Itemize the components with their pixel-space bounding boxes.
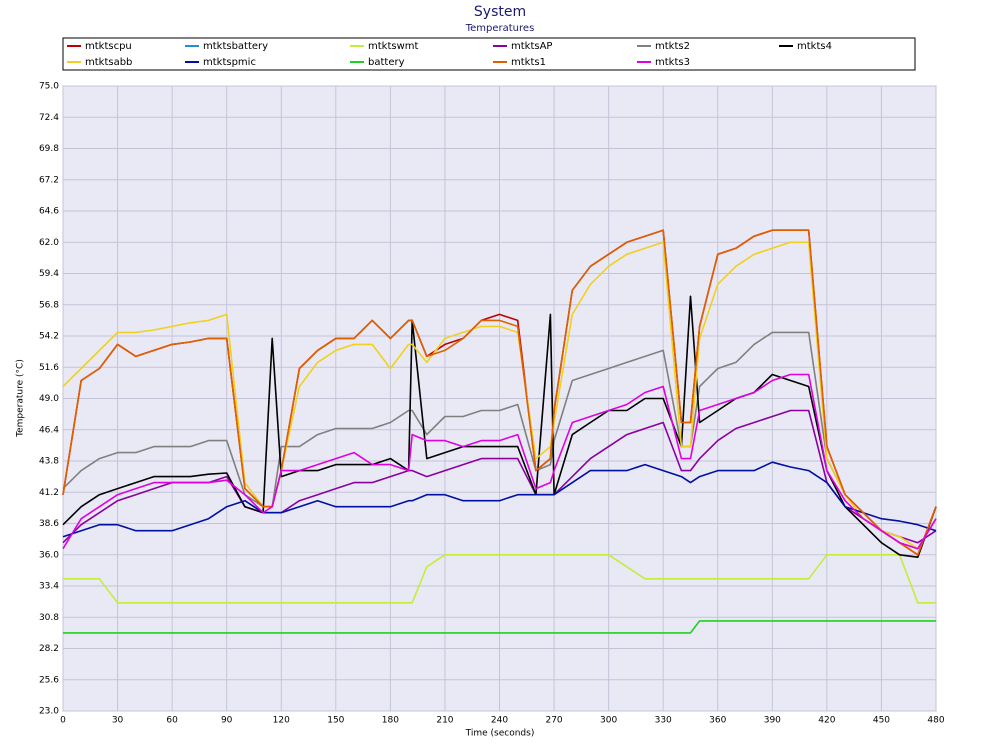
y-tick-label: 54.2 — [39, 332, 59, 342]
y-tick-label: 25.6 — [39, 675, 59, 685]
series-line — [62, 229, 937, 556]
y-tick-label: 62.0 — [39, 238, 59, 248]
y-tick-label: 46.4 — [39, 425, 59, 435]
y-tick-label: 51.6 — [39, 363, 59, 373]
x-tick-label: 300 — [600, 716, 617, 726]
x-tick-label: 330 — [655, 716, 672, 726]
y-tick-label: 23.0 — [39, 707, 59, 717]
y-tick-label: 38.6 — [39, 519, 59, 529]
x-tick-label: 180 — [382, 716, 399, 726]
chart-subtitle: Temperatures — [465, 23, 535, 34]
series-line — [62, 331, 937, 550]
y-tick-label: 28.2 — [39, 644, 59, 654]
series-line — [63, 620, 936, 634]
y-tick-label: 56.8 — [39, 300, 59, 310]
x-tick-label: 120 — [273, 716, 290, 726]
legend-label: mtkts3 — [655, 57, 690, 68]
legend-box — [62, 37, 916, 71]
y-tick-label: 64.6 — [39, 207, 59, 217]
y-tick-label: 72.4 — [39, 113, 59, 123]
x-tick-label: 240 — [491, 716, 508, 726]
x-tick-label: 90 — [221, 716, 233, 726]
series-line — [62, 461, 937, 538]
legend-label: mtktscpu — [85, 41, 132, 52]
x-tick-label: 420 — [818, 716, 835, 726]
x-tick-label: 30 — [112, 716, 124, 726]
x-tick-label: 60 — [166, 716, 178, 726]
chart-title: System — [474, 4, 526, 20]
y-tick-label: 41.2 — [39, 488, 59, 498]
y-axis-label: Temperature (°C) — [16, 359, 26, 438]
legend-label: mtktsbattery — [203, 41, 268, 52]
y-tick-label: 75.0 — [39, 82, 59, 92]
x-tick-label: 270 — [545, 716, 562, 726]
y-tick-label: 43.8 — [39, 457, 59, 467]
x-tick-label: 450 — [873, 716, 890, 726]
x-tick-label: 0 — [60, 716, 66, 726]
legend-label: mtktsabb — [85, 57, 132, 68]
legend-label: battery — [368, 57, 405, 68]
legend-label: mtkts1 — [511, 57, 546, 68]
series-line — [63, 554, 936, 604]
x-tick-label: 480 — [927, 716, 944, 726]
series-line — [62, 409, 937, 544]
x-tick-label: 150 — [327, 716, 344, 726]
x-tick-label: 360 — [709, 716, 726, 726]
legend-label: mtkts2 — [655, 41, 690, 52]
y-tick-label: 67.2 — [39, 175, 59, 185]
legend-label: mtkts4 — [797, 41, 832, 52]
legend-label: mtktspmic — [203, 57, 256, 68]
legend-label: mtktsAP — [511, 41, 552, 52]
series-line — [62, 373, 937, 550]
x-tick-label: 390 — [764, 716, 781, 726]
series-line — [62, 241, 937, 550]
legend-label: mtktswmt — [368, 41, 419, 52]
x-tick-label: 210 — [436, 716, 453, 726]
y-tick-label: 59.4 — [39, 269, 59, 279]
y-tick-label: 69.8 — [39, 144, 59, 154]
series-line — [62, 295, 937, 558]
x-axis-label: Time (seconds) — [465, 729, 535, 739]
y-tick-label: 49.0 — [39, 394, 59, 404]
y-tick-label: 30.8 — [39, 613, 59, 623]
y-tick-label: 36.0 — [39, 550, 59, 560]
y-tick-label: 33.4 — [39, 582, 59, 592]
